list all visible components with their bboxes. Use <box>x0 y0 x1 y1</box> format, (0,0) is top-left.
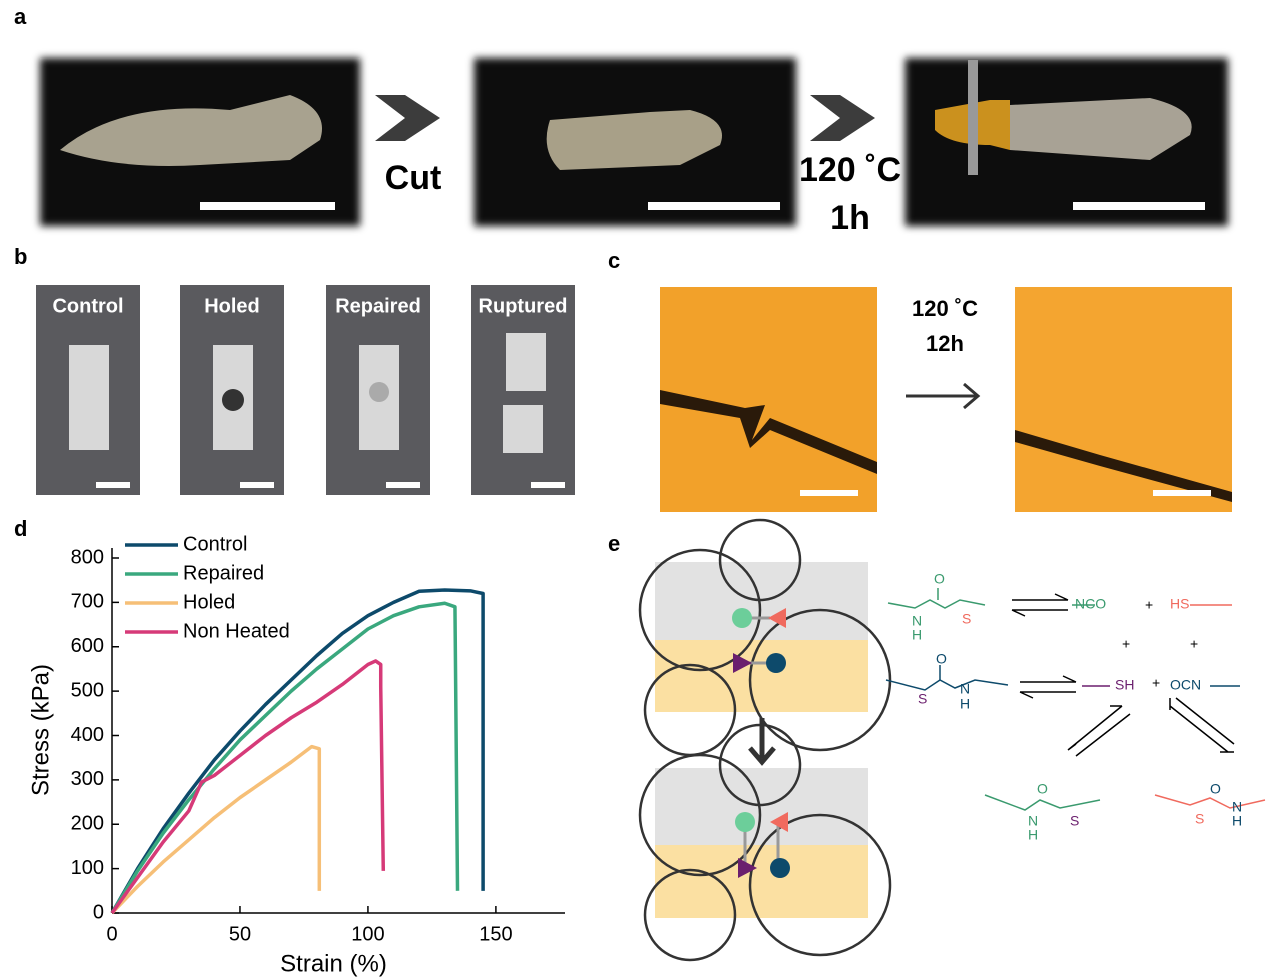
panel-label: e <box>608 531 620 556</box>
step-label: Cut <box>385 159 442 197</box>
group: SH <box>1115 677 1134 693</box>
y-tick-label: 500 <box>71 679 104 701</box>
y-tick-label: 300 <box>71 768 104 790</box>
atom: S <box>1195 811 1204 827</box>
sample-label: Control <box>52 295 123 317</box>
plus: + <box>1190 636 1198 652</box>
repair <box>369 382 389 402</box>
legend-label: Holed <box>183 591 235 613</box>
group: OCN <box>1170 677 1201 693</box>
x-axis-title: Strain (%) <box>280 950 387 977</box>
photo <box>905 58 1228 226</box>
sample-label: Repaired <box>335 295 421 317</box>
atom: H <box>960 696 970 712</box>
atom: O <box>1037 781 1048 797</box>
atom: H <box>1028 827 1038 843</box>
data-line <box>112 603 458 913</box>
panel-b: Control Holed Repaired Ruptured <box>36 285 575 495</box>
plus: + <box>1152 675 1160 691</box>
panel-label: d <box>14 516 27 541</box>
legend-label: Repaired <box>183 562 264 584</box>
atom: H <box>1232 813 1242 829</box>
schematic <box>640 520 890 755</box>
condition: 120 ˚C <box>912 296 978 321</box>
atom: S <box>1070 813 1079 829</box>
specimen <box>503 405 543 453</box>
y-tick-label: 0 <box>93 901 104 923</box>
data-line <box>112 661 383 913</box>
y-tick-label: 800 <box>71 546 104 568</box>
arrow <box>810 95 875 141</box>
y-tick-label: 100 <box>71 857 104 879</box>
y-axis-title: Stress (kPa) <box>27 664 54 796</box>
atom: N <box>960 681 970 697</box>
x-tick-label: 0 <box>106 923 117 945</box>
x-tick-label: 50 <box>229 923 251 945</box>
y-tick-label: 200 <box>71 813 104 835</box>
y-tick-label: 400 <box>71 724 104 746</box>
panel-label: b <box>14 244 27 269</box>
plus: + <box>1122 636 1130 652</box>
specimen <box>69 345 109 450</box>
plus: + <box>1145 597 1153 613</box>
condition: 12h <box>926 331 964 356</box>
scale-bar <box>96 482 130 488</box>
panel-label: c <box>608 248 620 273</box>
figure: a b c d e Cut 120 ˚C 1h Control Holed Repa… <box>0 0 1275 977</box>
atom: O <box>1210 781 1221 797</box>
micrograph <box>1015 287 1232 512</box>
step-label: 1h <box>830 199 870 237</box>
atom: S <box>918 691 927 707</box>
arrow <box>906 384 978 408</box>
atom: O <box>934 571 945 587</box>
data-line <box>112 590 483 913</box>
atom: H <box>912 627 922 643</box>
chemistry <box>886 588 1265 810</box>
panel-label: a <box>14 4 27 29</box>
x-tick-label: 100 <box>351 923 384 945</box>
scale-bar <box>531 482 565 488</box>
micrograph <box>660 287 877 512</box>
photo <box>474 58 796 226</box>
group: HS <box>1170 596 1189 612</box>
y-tick-label: 700 <box>71 591 104 613</box>
sample-label: Ruptured <box>479 295 568 317</box>
group: NCO <box>1075 596 1106 612</box>
chart: 0 50 100 150 0 100 200 300 400 500 600 700 800 Strain… <box>27 533 565 977</box>
photo <box>40 58 360 226</box>
atom: O <box>936 651 947 667</box>
data-line <box>112 747 319 913</box>
y-tick-label: 600 <box>71 635 104 657</box>
scale-bar <box>386 482 420 488</box>
legend-label: Non Heated <box>183 620 290 642</box>
sample-label: Holed <box>204 295 260 317</box>
x-tick-label: 150 <box>479 923 512 945</box>
atom: S <box>962 611 971 627</box>
step-label: 120 ˚C <box>799 151 901 189</box>
legend-label: Control <box>183 533 247 555</box>
hole <box>222 389 244 411</box>
specimen <box>506 333 546 391</box>
arrow <box>375 95 440 141</box>
scale-bar <box>240 482 274 488</box>
